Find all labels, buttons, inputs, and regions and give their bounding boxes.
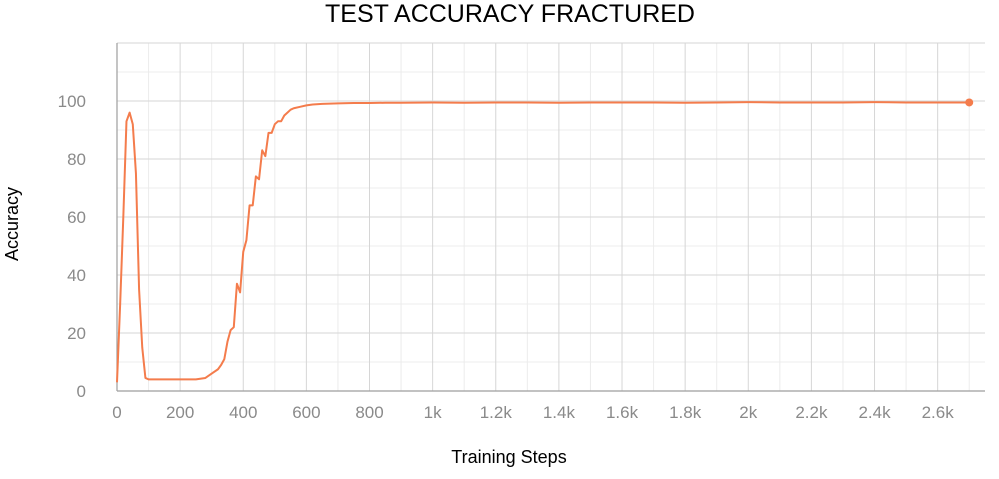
x-tick-label: 2k [739,403,757,422]
x-tick-label: 2.4k [858,403,891,422]
x-tick-label: 1.6k [606,403,639,422]
x-tick-label: 400 [229,403,257,422]
y-axis-ticks: 0 20 40 60 80 100 [58,92,86,401]
chart-title: TEST ACCURACY FRACTURED [325,0,695,28]
x-tick-label: 2.2k [795,403,828,422]
y-tick-label: 0 [77,382,86,401]
series-layer [116,98,974,383]
y-tick-label: 20 [67,324,86,343]
x-tick-label: 1.4k [543,403,576,422]
x-tick-label: 1k [424,403,442,422]
y-tick-label: 80 [67,150,86,169]
x-tick-label: 1.2k [480,403,513,422]
x-tick-label: 2.6k [922,403,955,422]
series-end-point [965,98,974,107]
x-tick-label: 600 [292,403,320,422]
x-tick-label: 0 [112,403,121,422]
grid [117,42,985,391]
y-tick-label: 100 [58,92,86,111]
x-axis-title: Training Steps [451,447,566,467]
x-tick-label: 1.8k [669,403,702,422]
x-tick-label: 800 [355,403,383,422]
x-axis-ticks: 0 200 400 600 800 1k 1.2k 1.4k 1.6k 1.8k 2k 2.2k 2.4… [112,403,954,422]
accuracy-series-line [116,101,970,383]
x-tick-label: 200 [166,403,194,422]
y-tick-label: 60 [67,208,86,227]
axes [116,43,985,392]
y-axis-title: Accuracy [2,187,22,261]
y-tick-label: 40 [67,266,86,285]
